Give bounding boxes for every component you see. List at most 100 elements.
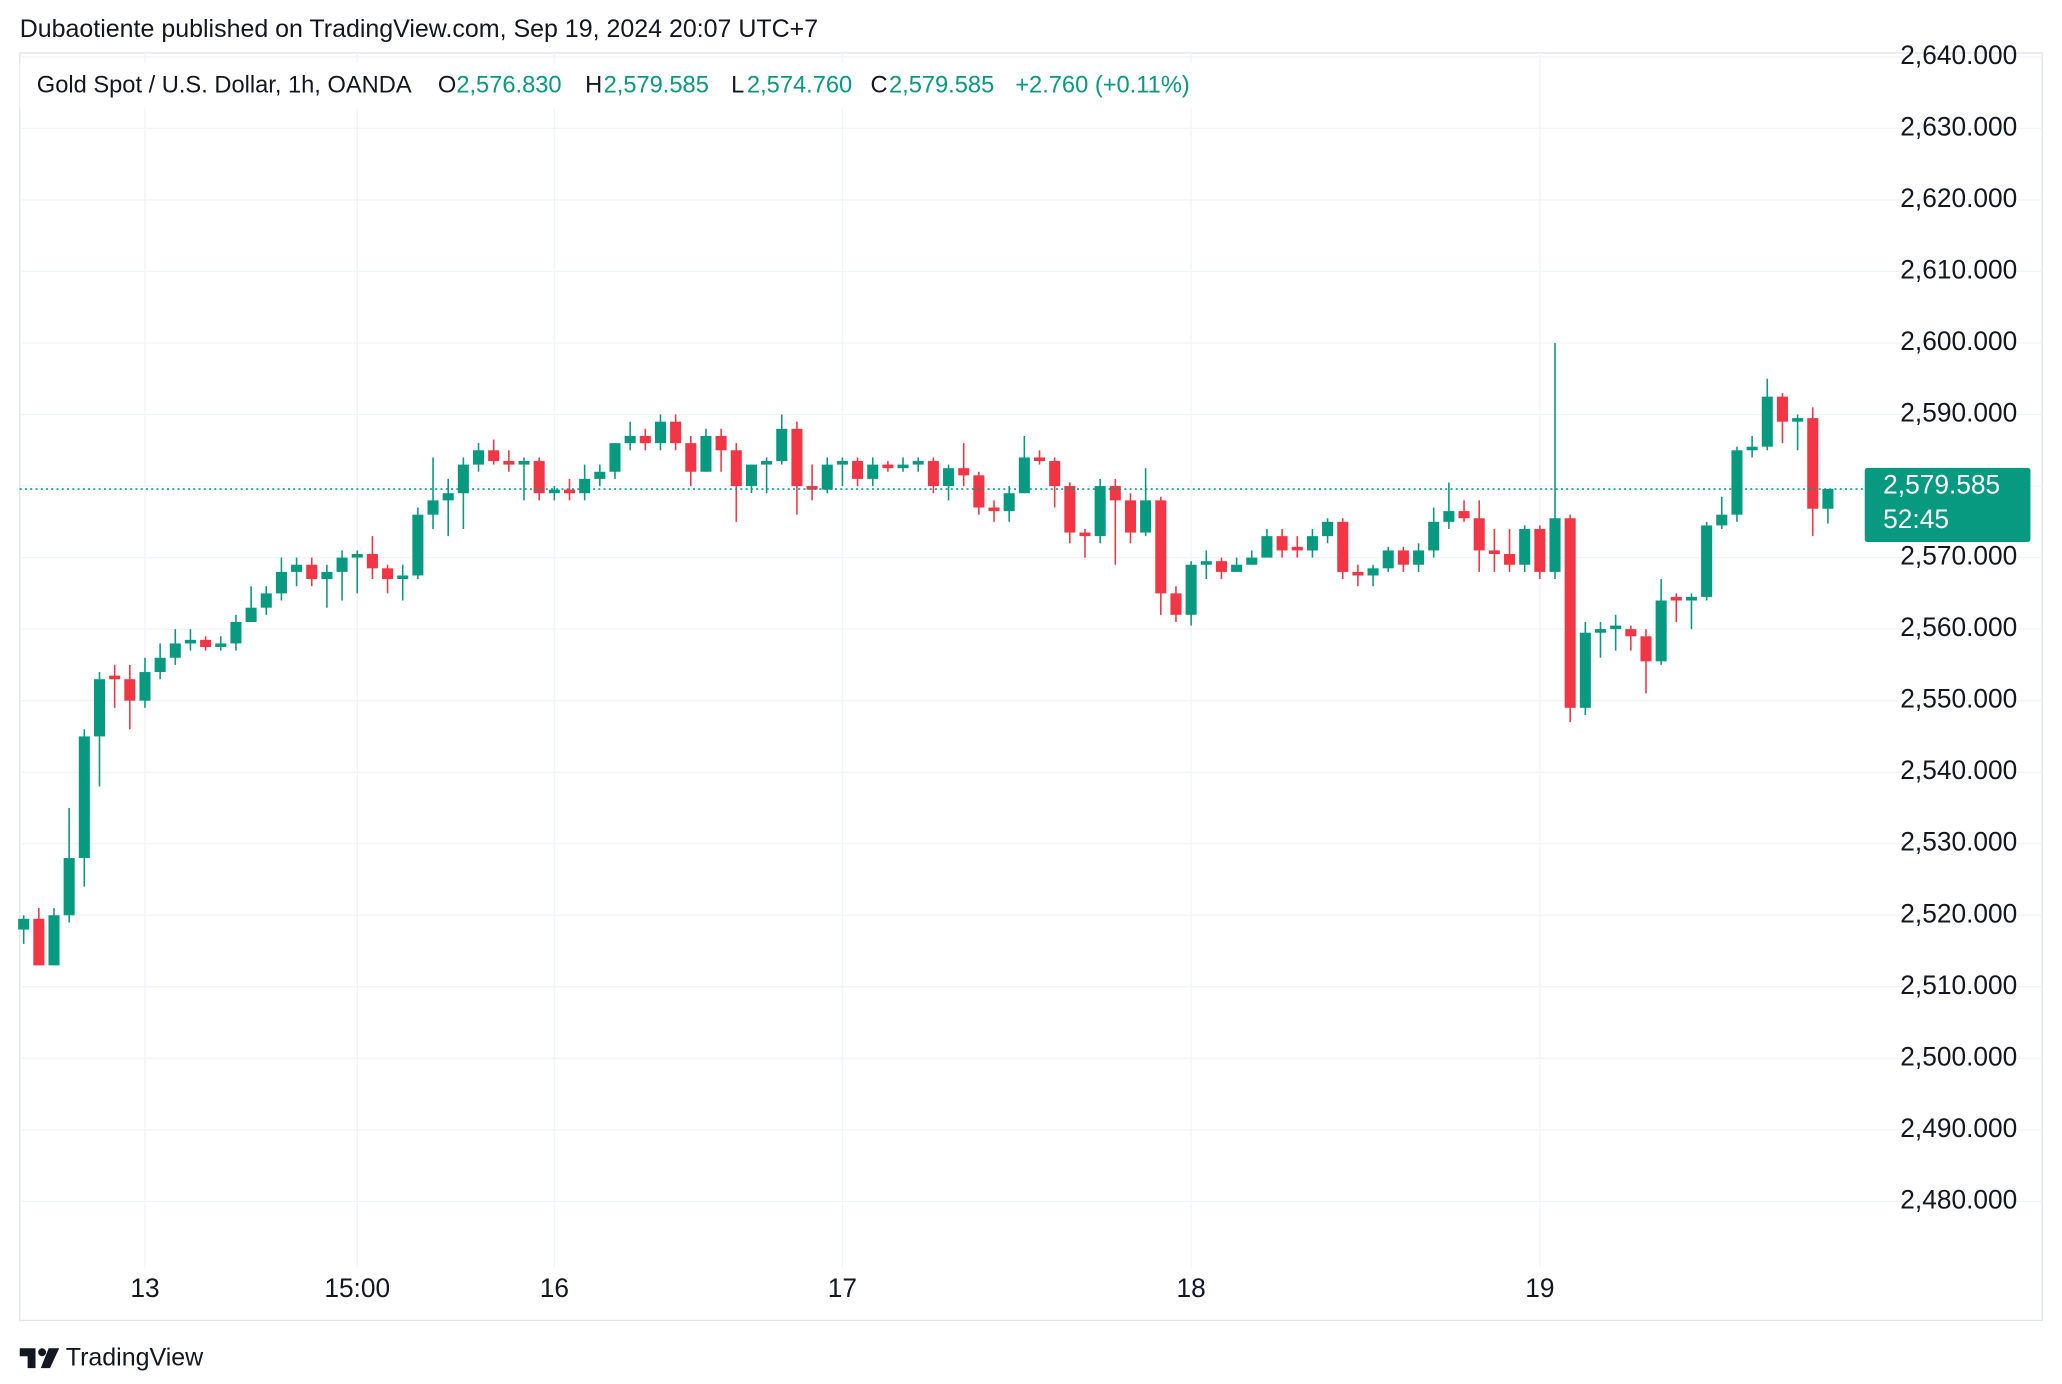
candle-body <box>1079 532 1091 537</box>
candle-body <box>1306 536 1318 551</box>
candle-body <box>745 464 757 487</box>
legend-value: 2,576.830 <box>456 72 561 98</box>
candle-body <box>1701 525 1713 597</box>
candle-body <box>670 421 682 444</box>
candle-body <box>1610 625 1622 630</box>
x-tick-label: 13 <box>130 1273 159 1303</box>
candle-body <box>548 489 560 494</box>
candle-body <box>1382 550 1394 569</box>
candle-body <box>63 858 75 916</box>
candle-body <box>1033 457 1046 462</box>
y-tick-label: 2,560.000 <box>1900 612 2017 642</box>
candle-body <box>761 461 773 465</box>
candle-body <box>275 571 287 594</box>
candle-body <box>1731 450 1743 515</box>
candle-body <box>533 461 545 494</box>
legend-key: L <box>731 72 744 98</box>
candle-body <box>245 607 257 622</box>
candle-body <box>1215 561 1227 572</box>
candle-body <box>563 489 576 494</box>
candle-body <box>1761 396 1773 447</box>
candle-body <box>215 643 227 648</box>
overlay: 2,480.000 2,490.000 2,500.000 2,510.000 2,52… <box>19 40 2031 1303</box>
candle-body <box>579 478 591 494</box>
countdown: 52:45 <box>1883 504 1949 534</box>
candle-body <box>1549 518 1561 572</box>
x-tick-label: 17 <box>828 1273 857 1303</box>
candle-body <box>306 564 318 580</box>
candle-body <box>1640 636 1652 662</box>
candle-body <box>1504 554 1516 565</box>
grid <box>19 52 2043 1268</box>
candle-body <box>1488 550 1500 555</box>
candle-body <box>1655 600 1667 662</box>
candle-body <box>609 443 621 472</box>
legend-key: H <box>585 72 602 98</box>
candle-body <box>1322 521 1334 537</box>
y-tick-label: 2,540.000 <box>1900 755 2017 785</box>
candle-body <box>427 500 439 515</box>
candle-body <box>1246 557 1258 565</box>
candle-body <box>700 435 712 472</box>
last-price-tag <box>1864 467 2031 542</box>
candle-body <box>518 461 530 465</box>
y-tick-label: 2,480.000 <box>1900 1184 2017 1214</box>
y-tick-label: 2,550.000 <box>1900 684 2017 714</box>
y-tick-label: 2,500.000 <box>1900 1041 2017 1071</box>
candle-body <box>260 593 272 608</box>
candle-body <box>109 675 121 680</box>
candle-body <box>1776 396 1788 422</box>
candle-body <box>291 564 303 572</box>
candle-body <box>124 679 136 701</box>
legend-key: O <box>438 72 456 98</box>
chart-frame <box>19 52 2043 1322</box>
candle-body <box>412 514 424 576</box>
x-tick-label: 18 <box>1176 1273 1205 1303</box>
candle-body <box>1413 550 1425 565</box>
logo-part <box>40 1348 60 1369</box>
candle-body <box>791 428 803 487</box>
candle-body <box>821 464 833 490</box>
candle-body <box>685 443 697 472</box>
candle-body <box>321 571 333 580</box>
candle-body <box>457 464 469 494</box>
candle-body <box>882 464 894 469</box>
logo-part <box>19 1348 36 1369</box>
publisher-line: Dubaotiente published on TradingView.com… <box>20 15 818 43</box>
candle-body <box>943 468 955 487</box>
candle-body <box>382 568 394 580</box>
legend-value: 2,574.760 <box>747 72 852 98</box>
candle-body <box>1534 528 1546 572</box>
candle-body <box>1473 518 1485 551</box>
candle-body <box>988 507 1000 512</box>
candle-body <box>958 468 970 476</box>
candle-body <box>1367 568 1379 576</box>
candle-body <box>442 493 454 501</box>
y-tick-label: 2,630.000 <box>1900 111 2017 141</box>
candle-body <box>1443 511 1455 522</box>
y-tick-label: 2,610.000 <box>1900 254 2017 284</box>
brand-name: TradingView <box>66 1343 204 1371</box>
legend-value: 2,579.585 <box>604 72 709 98</box>
candle-body <box>654 421 666 444</box>
y-tick-label: 2,640.000 <box>1900 40 2017 70</box>
candle-body <box>1261 536 1273 558</box>
candle-body <box>139 672 151 701</box>
candle-body <box>715 435 727 451</box>
x-tick-label: 19 <box>1525 1273 1554 1303</box>
candle-body <box>336 557 348 572</box>
candle-body <box>1458 511 1470 519</box>
candle-body <box>230 621 242 644</box>
candle-body <box>33 918 45 966</box>
candle-body <box>488 450 500 462</box>
chart-title: Gold Spot / U.S. Dollar, 1h, OANDA <box>37 72 412 98</box>
candle-body <box>1625 629 1637 637</box>
candle-body <box>1792 418 1804 422</box>
candle-body <box>1397 550 1409 565</box>
legend-change: +2.760 (+0.11%) <box>1015 72 1190 98</box>
candle-body <box>973 475 985 508</box>
candles <box>18 342 1834 966</box>
candle-body <box>1140 500 1152 533</box>
candle-body <box>867 464 879 479</box>
